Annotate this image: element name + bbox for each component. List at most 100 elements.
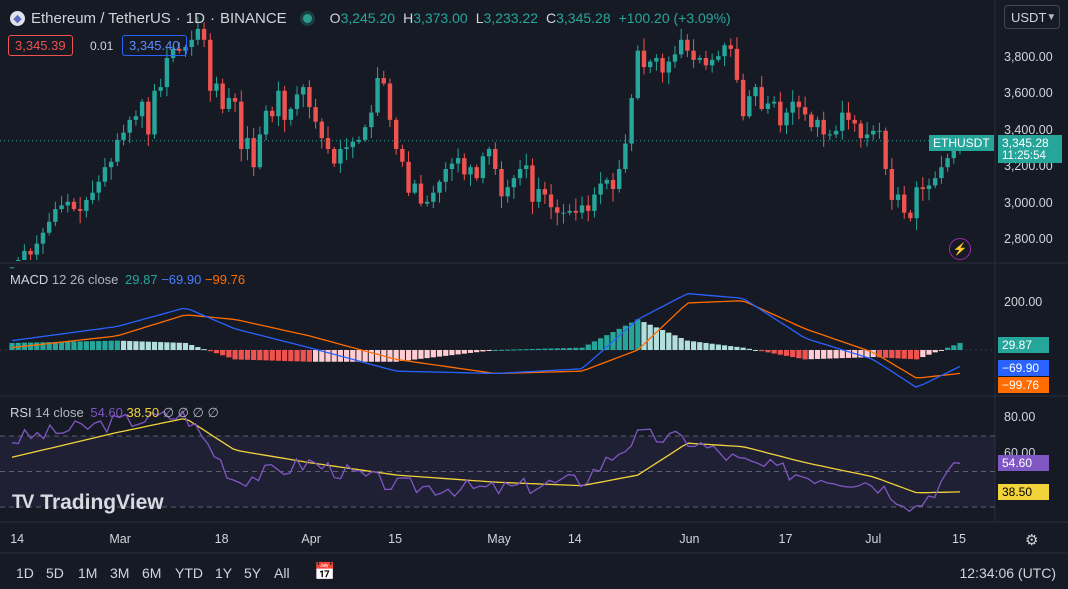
macd-histogram-bar xyxy=(127,341,133,350)
candle xyxy=(294,94,300,109)
macd-histogram-bar xyxy=(697,342,703,350)
macd-histogram-bar xyxy=(27,342,34,350)
candle xyxy=(852,119,857,124)
macd-histogram-bar xyxy=(653,327,659,350)
candle xyxy=(555,207,560,213)
candle xyxy=(387,83,393,120)
macd-histogram-bar xyxy=(876,350,883,358)
candle xyxy=(183,47,188,51)
candle xyxy=(784,112,789,126)
macd-histogram-bar xyxy=(839,350,845,359)
buy-button[interactable]: 3,345.40 xyxy=(122,35,187,56)
time-tick-label: Mar xyxy=(109,532,131,546)
macd-histogram-bar xyxy=(449,350,455,356)
macd-histogram-bar xyxy=(938,350,945,351)
candle xyxy=(840,112,845,131)
candle xyxy=(617,169,622,190)
timeframe-5y-button[interactable]: 5Y xyxy=(244,565,262,581)
candle xyxy=(220,83,225,109)
candle xyxy=(121,132,126,140)
candle xyxy=(672,54,678,62)
candle xyxy=(802,107,808,115)
time-tick-label: 15 xyxy=(952,532,966,546)
macd-histogram-bar xyxy=(486,350,492,351)
timeframe-1m-button[interactable]: 1M xyxy=(78,565,98,581)
timeframe-all-button[interactable]: All xyxy=(274,565,290,581)
ohlc-close: C3,345.28 xyxy=(545,10,611,26)
candle xyxy=(945,158,950,168)
macd-histogram-bar xyxy=(746,348,752,350)
candle xyxy=(424,201,430,204)
compare-range-icon[interactable]: 📅 xyxy=(314,562,336,581)
macd-histogram-bar xyxy=(393,350,399,362)
macd-histogram-bar xyxy=(573,347,579,350)
candle xyxy=(393,119,399,149)
candle xyxy=(102,167,108,182)
rsi-tick-label: 80.00 xyxy=(1004,410,1036,425)
macd-histogram-bar xyxy=(845,350,852,358)
macd-histogram-bar xyxy=(629,322,635,350)
candle xyxy=(245,138,250,149)
candle xyxy=(511,178,517,188)
macd-histogram-bar xyxy=(740,347,746,350)
candle xyxy=(530,165,535,202)
macd-histogram-bar xyxy=(238,350,244,360)
currency-select[interactable]: USDT ▼ xyxy=(1004,5,1060,29)
macd-histogram-bar xyxy=(920,350,926,358)
macd-histogram-bar xyxy=(598,338,604,350)
macd-histogram-bar xyxy=(560,348,567,350)
timeframe-1d-button[interactable]: 1D xyxy=(16,565,34,581)
price-tick-label: 3,600.00 xyxy=(1004,86,1053,101)
macd-histogram-bar xyxy=(895,350,901,359)
candle xyxy=(338,149,343,164)
candle xyxy=(214,83,219,91)
macd-histogram-bar xyxy=(616,328,622,350)
symbol-name[interactable]: Ethereum / TetherUS xyxy=(31,9,171,27)
chevron-down-icon: ▼ xyxy=(1046,11,1057,23)
macd-histogram-bar xyxy=(752,350,759,351)
macd-histogram-bar xyxy=(721,345,728,350)
macd-histogram-bar xyxy=(783,350,790,356)
sell-button[interactable]: 3,345.39 xyxy=(8,35,73,56)
interval[interactable]: 1D xyxy=(185,9,205,27)
macd-histogram-bar xyxy=(492,350,498,351)
candle xyxy=(902,194,907,213)
macd-histogram-bar xyxy=(951,345,957,350)
timeframe-5d-button[interactable]: 5D xyxy=(46,565,64,581)
macd-histogram-bar xyxy=(58,341,65,350)
macd-histogram-bar xyxy=(821,350,827,359)
timeframe-3m-button[interactable]: 3M xyxy=(110,565,130,581)
macd-histogram-bar xyxy=(356,350,362,362)
candle xyxy=(579,205,585,213)
macd-histogram-bar xyxy=(734,346,740,350)
candle xyxy=(270,110,275,117)
macd-histogram-bar xyxy=(405,350,412,361)
market-status-dot xyxy=(302,13,312,23)
macd-histogram-bar xyxy=(883,350,889,358)
candle xyxy=(331,149,337,164)
settings-gear-icon[interactable]: ⚙ xyxy=(1025,532,1039,549)
macd-histogram-bar xyxy=(505,349,511,351)
timeframe-1y-button[interactable]: 1Y xyxy=(215,565,233,581)
candle xyxy=(443,169,448,182)
timeframe-ytd-button[interactable]: YTD xyxy=(175,565,203,581)
candle xyxy=(282,90,287,120)
candle xyxy=(740,79,746,117)
candle xyxy=(46,221,52,233)
macd-histogram-bar xyxy=(319,350,325,362)
candle xyxy=(288,108,294,120)
time-tick-label: 14 xyxy=(567,532,582,546)
candle xyxy=(77,209,83,211)
candle xyxy=(28,250,33,255)
macd-legend: MACD 12 26 close 29.87 −69.90 −99.76 xyxy=(10,272,246,287)
currency-label: USDT xyxy=(1011,9,1047,25)
candle xyxy=(796,101,802,108)
candle xyxy=(226,98,232,109)
alert-lightning-icon[interactable]: ⚡ xyxy=(949,238,971,260)
macd-histogram-bar xyxy=(387,350,393,362)
timeframe-6m-button[interactable]: 6M xyxy=(142,565,162,581)
macd-histogram-bar xyxy=(870,350,876,358)
candle xyxy=(313,107,318,122)
candle xyxy=(771,101,777,104)
